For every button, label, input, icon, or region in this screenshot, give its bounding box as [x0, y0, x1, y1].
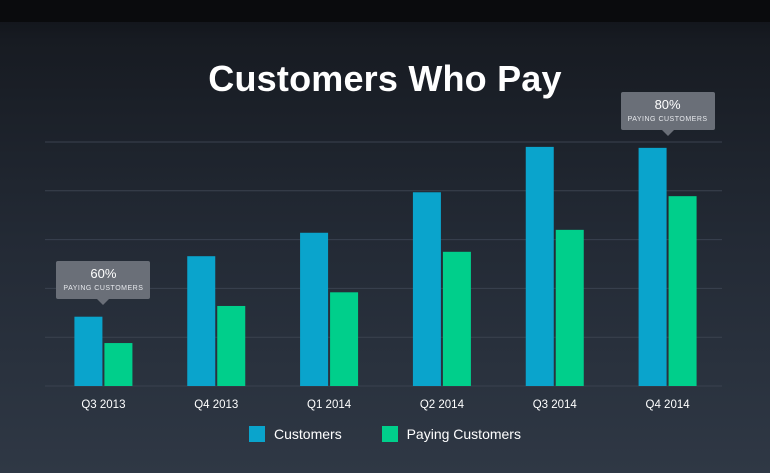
bar-paying-customers[interactable]: [442, 251, 471, 386]
x-tick-label: Q2 2014: [420, 399, 465, 411]
top-bar: [0, 0, 770, 22]
callout-q4-2014: 80% PAYING CUSTOMERS: [620, 91, 715, 136]
bar-customers[interactable]: [74, 316, 103, 386]
callout-percent: 80%: [654, 96, 681, 112]
bar-customers[interactable]: [300, 232, 329, 386]
legend-label: Paying Customers: [406, 426, 521, 443]
bar-customers[interactable]: [187, 256, 216, 386]
x-tick-label: Q4 2014: [646, 399, 691, 411]
callout-label: PAYING CUSTOMERS: [627, 115, 708, 123]
bar-paying-customers[interactable]: [555, 229, 584, 386]
x-tick-label: Q3 2014: [533, 399, 578, 411]
callout-percent: 60%: [90, 265, 117, 281]
bar-customers[interactable]: [638, 147, 667, 386]
chart-title: Customers Who Pay: [208, 58, 562, 99]
bar-paying-customers[interactable]: [330, 292, 359, 386]
legend-swatch-paying-customers: [381, 426, 398, 443]
x-tick-label: Q4 2013: [194, 399, 238, 411]
legend: Customers Paying Customers: [0, 425, 770, 443]
callout-label: PAYING CUSTOMERS: [63, 284, 144, 292]
legend-item-customers[interactable]: Customers: [249, 426, 342, 443]
x-tick-label: Q3 2013: [81, 399, 125, 411]
bar-paying-customers[interactable]: [668, 196, 697, 386]
x-tick-label: Q1 2014: [307, 399, 352, 411]
bar-customers[interactable]: [525, 146, 554, 386]
bar-paying-customers[interactable]: [104, 343, 133, 386]
legend-swatch-customers: [249, 426, 266, 443]
legend-item-paying-customers[interactable]: Paying Customers: [381, 426, 521, 443]
callout-q3-2013: 60% PAYING CUSTOMERS: [56, 260, 151, 305]
bar-customers[interactable]: [412, 192, 441, 386]
bar-paying-customers[interactable]: [217, 305, 246, 386]
legend-label: Customers: [274, 426, 342, 443]
